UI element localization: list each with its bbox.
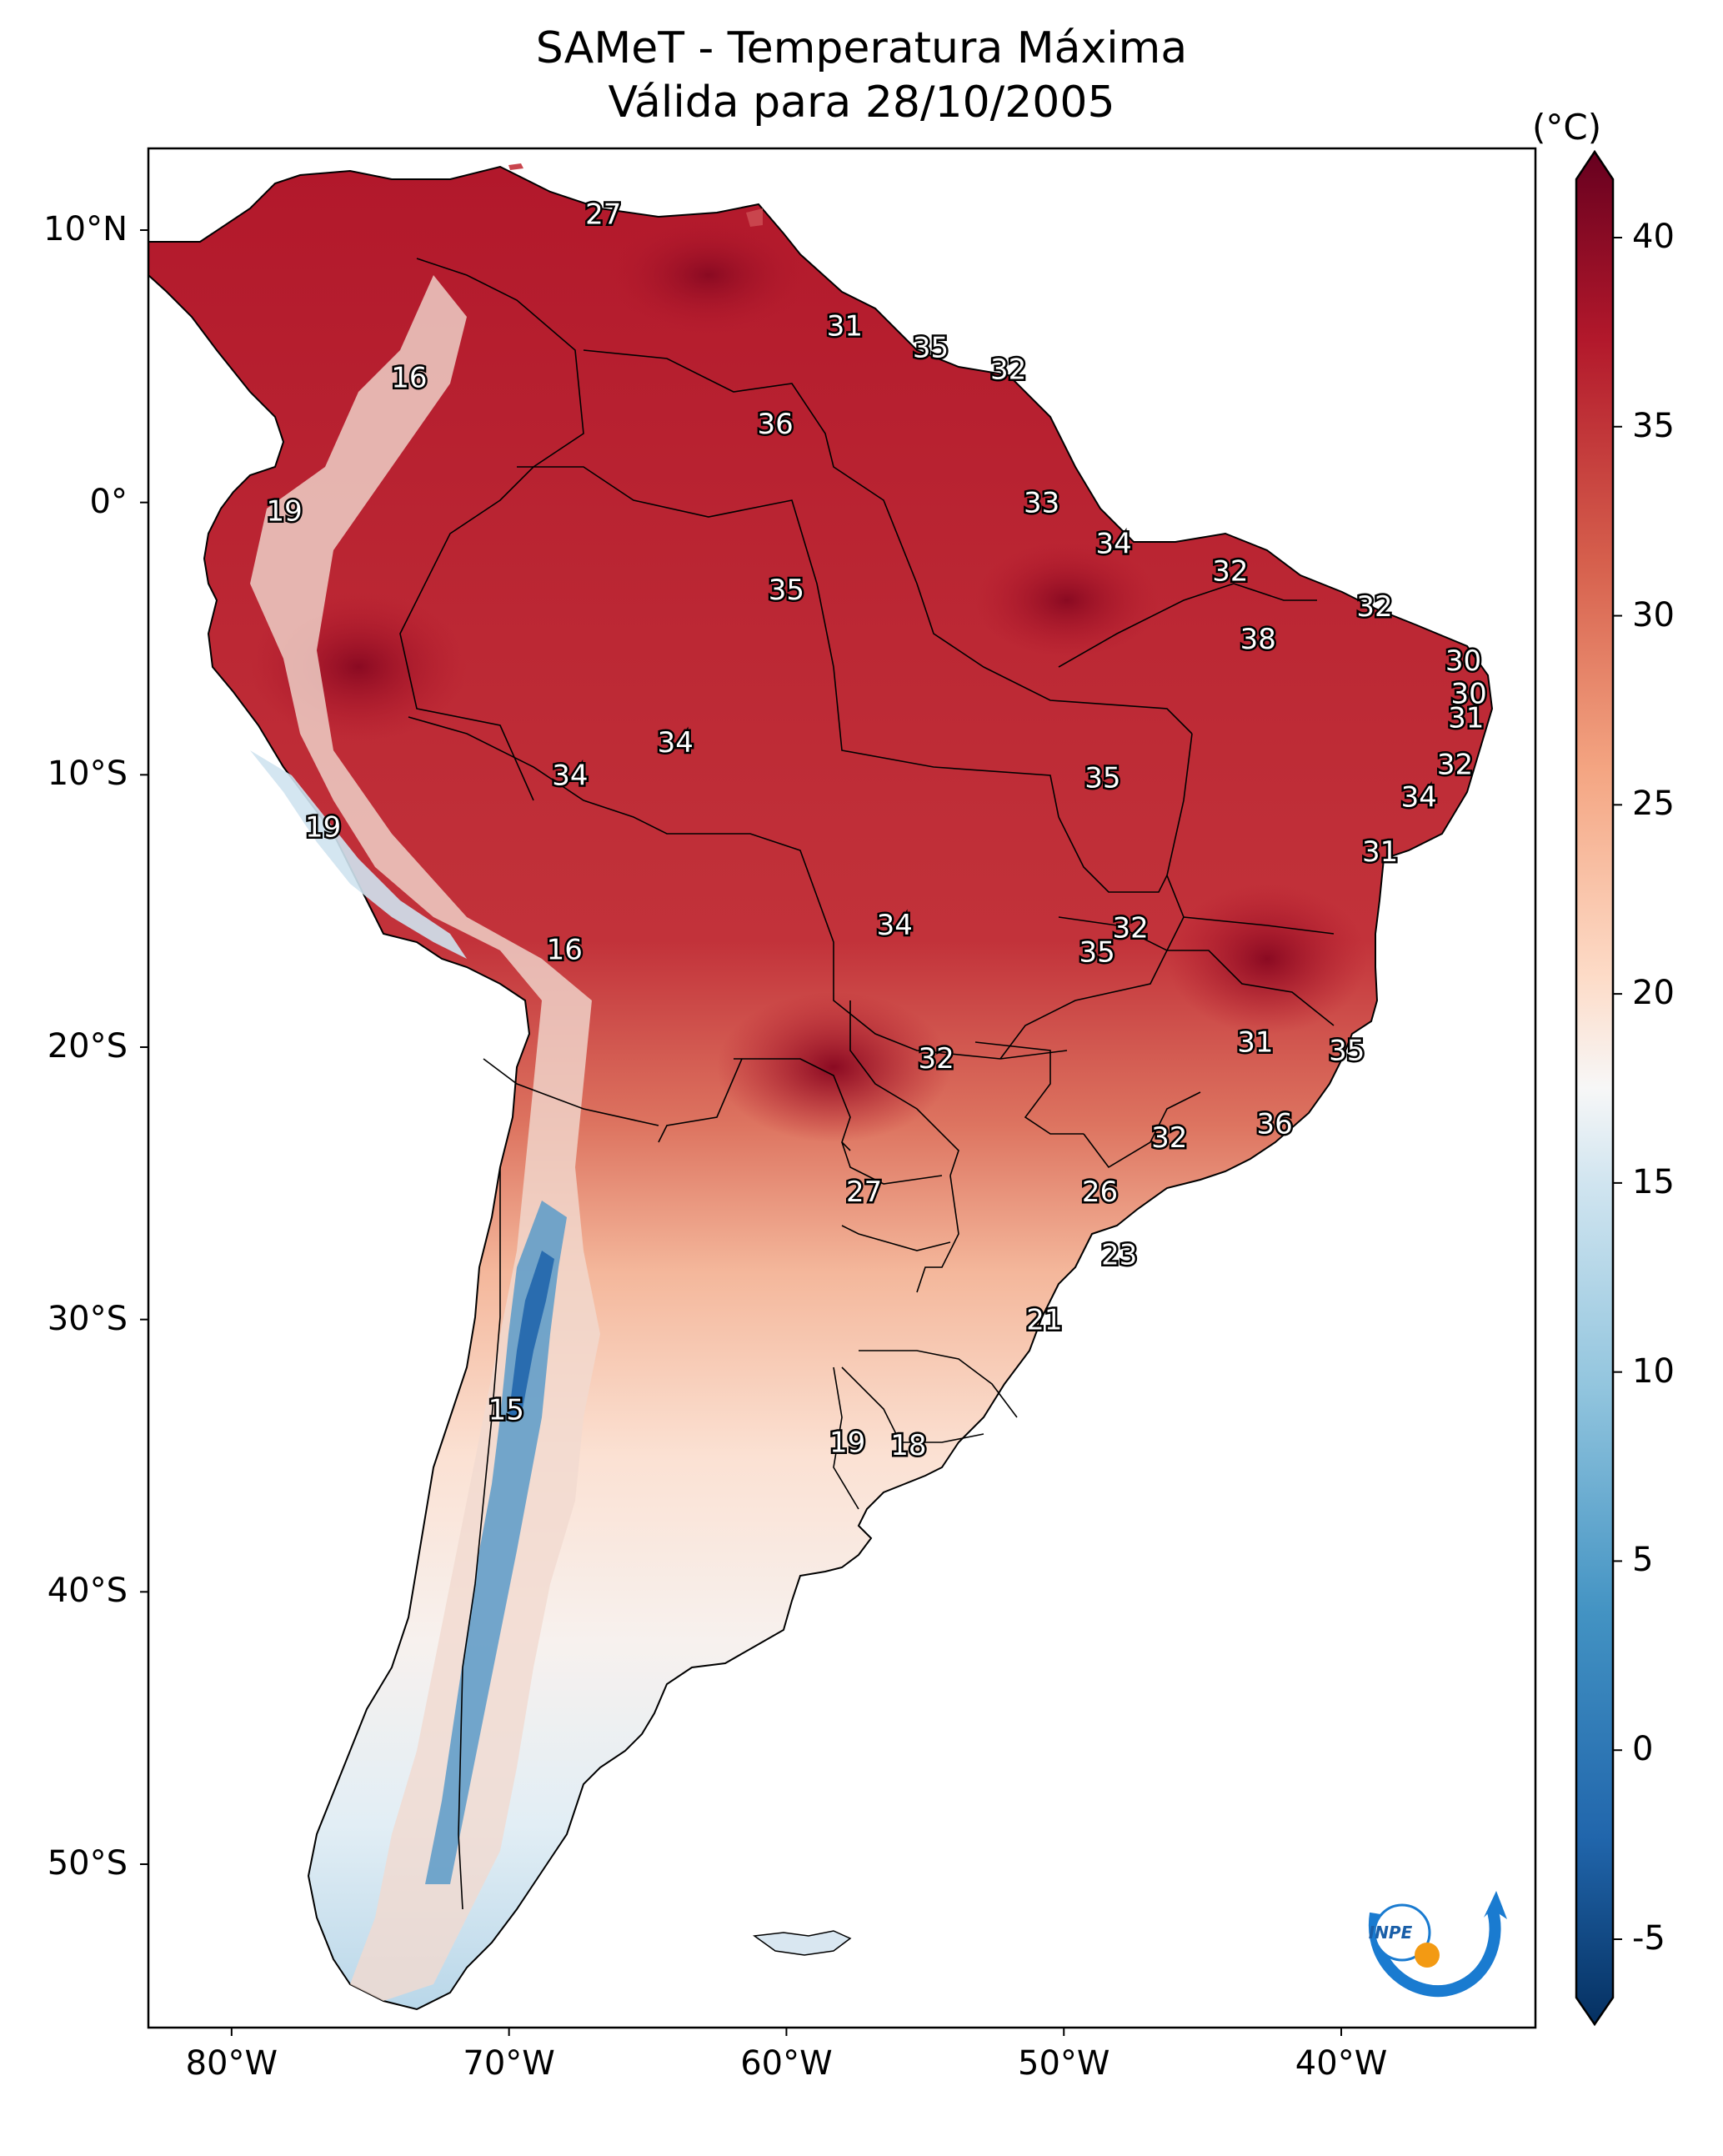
contour-label: 15 (488, 1393, 524, 1426)
contour-label: 33 (1024, 487, 1059, 520)
colorbar-tick-label: 30 (1632, 595, 1675, 634)
colorbar-tick-label: 20 (1632, 974, 1675, 1013)
contour-label: 32 (1151, 1121, 1187, 1155)
chart-subtitle: Válida para 28/10/2005 (608, 78, 1115, 128)
colorbar-tick-label: 25 (1632, 785, 1675, 824)
contour-label: 35 (769, 574, 804, 607)
contour-label: 32 (1112, 911, 1148, 945)
contour-label: 32 (1212, 554, 1248, 588)
contour-label: 35 (1079, 936, 1115, 970)
colorbar-body (1575, 149, 1615, 2027)
contour-label: 36 (1257, 1107, 1293, 1141)
andes-cold-core (250, 750, 467, 959)
lat-tick-label: 20°S (47, 1027, 128, 1065)
contour-label: 34 (658, 726, 694, 760)
contour-label: 27 (585, 198, 621, 231)
colorbar-tick-label: -5 (1632, 1919, 1665, 1958)
lon-tick-label: 40°W (1295, 2044, 1388, 2083)
colorbar-tick-label: 0 (1632, 1730, 1654, 1769)
contour-label: 32 (1437, 748, 1473, 781)
contour-label: 35 (1084, 762, 1120, 795)
contour-label: 31 (1362, 835, 1398, 869)
colorbar-tick-label: 10 (1632, 1351, 1675, 1391)
lon-tick-label: 50°W (1018, 2044, 1110, 2083)
colorbar-tick-label: 35 (1632, 406, 1675, 445)
contour-label: 34 (1401, 780, 1437, 814)
contour-label: 35 (913, 331, 949, 364)
colorbar-ticks (1613, 237, 1622, 1940)
latitude-axis (140, 229, 148, 1865)
contour-label: 32 (1356, 590, 1392, 624)
contour-label: 32 (990, 353, 1026, 387)
contour-label: 21 (1026, 1304, 1062, 1337)
inpe-logo-text: INPE (1369, 1923, 1413, 1943)
colorbar-tick-label: 40 (1632, 218, 1675, 256)
contour-label: 35 (1329, 1034, 1365, 1067)
contour-label: 32 (919, 1042, 954, 1075)
lat-tick-label: 10°N (43, 210, 128, 248)
contour-label: 23 (1101, 1238, 1137, 1271)
colorbar (1575, 149, 1622, 2027)
lat-tick-label: 40°S (47, 1572, 128, 1611)
contour-label: 31 (1237, 1025, 1273, 1059)
inpe-logo: INPE (1369, 1891, 1507, 1998)
political-borders (399, 258, 1335, 1910)
contour-label: 34 (552, 759, 588, 792)
colorbar-tick-label: 15 (1632, 1162, 1675, 1201)
lon-tick-label: 60°W (740, 2044, 833, 2083)
colorbar-unit: (°C) (1532, 107, 1602, 148)
contour-label: 26 (1082, 1176, 1118, 1209)
contour-label: 31 (1448, 702, 1484, 735)
contour-label: 31 (827, 309, 863, 343)
lon-tick-label: 70°W (463, 2044, 555, 2083)
lat-tick-label: 50°S (47, 1844, 128, 1883)
lat-tick-label: 30°S (47, 1299, 128, 1338)
contour-label: 30 (1450, 677, 1486, 710)
lat-tick-label: 10°S (47, 755, 128, 794)
contour-label: 36 (757, 408, 793, 441)
contour-label: 16 (391, 361, 427, 394)
contour-label: 27 (846, 1176, 882, 1209)
contour-label: 34 (1096, 528, 1132, 561)
contour-label: 34 (877, 909, 913, 942)
chart-title: SAMeT - Temperatura Máxima (535, 23, 1188, 73)
contour-label: 18 (890, 1429, 926, 1462)
contour-label: 16 (547, 933, 583, 966)
contour-label: 19 (829, 1426, 865, 1460)
colorbar-tick-label: 5 (1632, 1541, 1654, 1580)
falklands (752, 1930, 852, 1956)
lon-tick-label: 80°W (185, 2044, 278, 2083)
contour-label: 19 (266, 494, 302, 528)
contour-label: 30 (1445, 644, 1481, 678)
lat-tick-label: 0° (89, 482, 128, 521)
contour-label: 19 (305, 810, 341, 844)
longitude-axis (230, 2028, 1343, 2036)
map-frame (147, 147, 1537, 2029)
andes-deep-cold (425, 1201, 567, 1884)
contour-label: 38 (1240, 623, 1276, 656)
